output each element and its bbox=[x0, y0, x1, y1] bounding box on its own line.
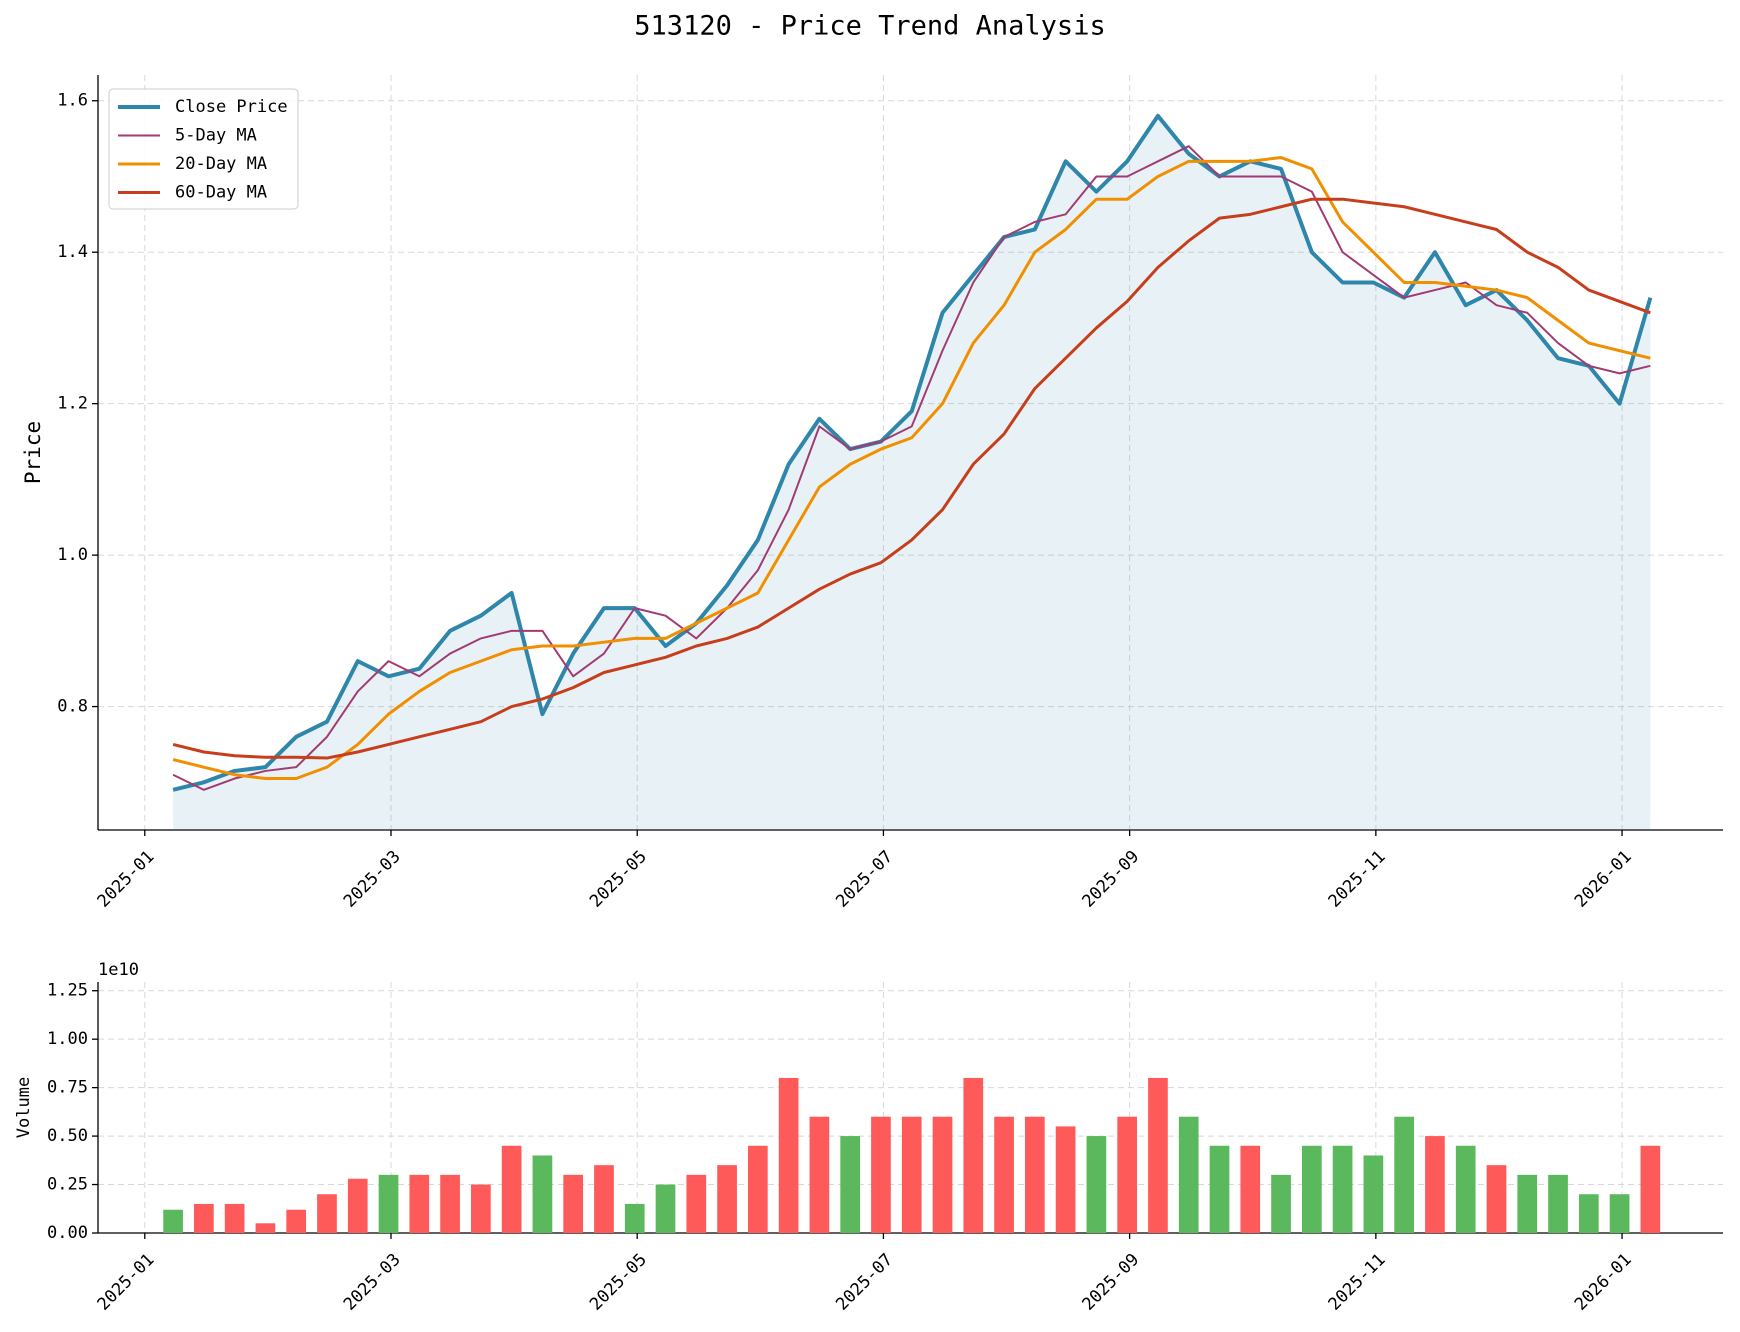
bar bbox=[1178, 1116, 1199, 1233]
y-tick-label: 1.4 bbox=[57, 242, 88, 262]
y-tick-label: 1.6 bbox=[57, 91, 88, 111]
bar bbox=[963, 1077, 984, 1233]
y-tick-label: 1.2 bbox=[57, 394, 88, 414]
bar bbox=[1301, 1145, 1322, 1233]
bar bbox=[194, 1203, 214, 1233]
bar bbox=[1117, 1116, 1138, 1233]
bar bbox=[1517, 1174, 1538, 1233]
bar bbox=[1271, 1174, 1291, 1233]
bar bbox=[624, 1203, 645, 1233]
y-tick-label: 0.50 bbox=[47, 1126, 88, 1146]
y-axis-label: Volume bbox=[14, 1077, 34, 1138]
x-tick-label: 2025-09 bbox=[1078, 847, 1143, 912]
bar bbox=[471, 1184, 491, 1233]
line bbox=[172, 145, 1651, 791]
chart-title: 513120 - Price Trend Analysis bbox=[634, 11, 1105, 42]
y-tick-label: 0.75 bbox=[47, 1078, 88, 1098]
y-tick-label: 0.00 bbox=[47, 1223, 88, 1243]
x-tick-label: 2026-01 bbox=[1571, 1250, 1636, 1315]
bar bbox=[440, 1174, 460, 1233]
legend: Close Price 5-Day MA 20-Day MA 60-Day MA bbox=[108, 88, 299, 210]
y-tick-label: 1.25 bbox=[47, 981, 88, 1001]
bar bbox=[1578, 1194, 1599, 1233]
bar bbox=[1548, 1174, 1568, 1233]
legend-label: Close Price bbox=[175, 97, 288, 117]
x-tick-label: 2025-09 bbox=[1078, 1250, 1143, 1315]
bar bbox=[563, 1174, 584, 1233]
x-tick-label: 2025-01 bbox=[94, 1250, 159, 1315]
y-tick-label: 0.8 bbox=[57, 697, 88, 717]
bar bbox=[932, 1116, 953, 1233]
bar bbox=[224, 1203, 245, 1233]
x-tick-label: 2025-07 bbox=[832, 847, 897, 912]
legend-label: 60-Day MA bbox=[175, 183, 267, 203]
bar bbox=[594, 1165, 614, 1233]
x-tick-label: 2025-03 bbox=[340, 1250, 405, 1315]
bar bbox=[1640, 1145, 1661, 1233]
offset-label: 1e10 bbox=[98, 960, 139, 980]
bar bbox=[1055, 1126, 1076, 1233]
bar bbox=[1609, 1194, 1630, 1233]
x-tick-label: 2025-11 bbox=[1325, 847, 1390, 912]
bar bbox=[409, 1174, 430, 1233]
bar bbox=[1148, 1077, 1168, 1233]
bar bbox=[317, 1194, 337, 1233]
bar bbox=[378, 1174, 399, 1233]
area bbox=[173, 115, 1651, 830]
bar bbox=[901, 1116, 922, 1233]
legend-box bbox=[108, 88, 299, 210]
bar bbox=[655, 1184, 676, 1233]
bar bbox=[1086, 1136, 1107, 1233]
bar bbox=[1394, 1116, 1415, 1233]
bar bbox=[871, 1116, 891, 1233]
legend-label: 20-Day MA bbox=[175, 154, 267, 174]
x-tick-label: 2025-05 bbox=[586, 847, 651, 912]
bar bbox=[1240, 1145, 1261, 1233]
x-tick-label: 2025-03 bbox=[340, 847, 405, 912]
bar bbox=[347, 1178, 368, 1233]
x-tick-label: 2025-05 bbox=[586, 1250, 651, 1315]
bar bbox=[501, 1145, 522, 1233]
x-tick-label: 2026-01 bbox=[1571, 847, 1636, 912]
x-tick-label: 2025-11 bbox=[1325, 1250, 1390, 1315]
bar bbox=[840, 1136, 861, 1233]
y-tick-label: 1.00 bbox=[47, 1029, 88, 1049]
x-tick-label: 2025-01 bbox=[94, 847, 159, 912]
bar bbox=[163, 1209, 183, 1233]
bar bbox=[1425, 1136, 1445, 1233]
legend-label: 5-Day MA bbox=[175, 126, 257, 146]
bar bbox=[255, 1223, 276, 1233]
y-axis-label: Price bbox=[21, 421, 45, 484]
line bbox=[172, 197, 1651, 760]
bar bbox=[748, 1145, 768, 1233]
bar bbox=[686, 1174, 707, 1233]
bar bbox=[1486, 1165, 1507, 1233]
bar bbox=[286, 1209, 307, 1233]
bar bbox=[532, 1155, 553, 1233]
bar bbox=[778, 1077, 799, 1233]
bar bbox=[1455, 1145, 1476, 1233]
x-tick-label: 2025-07 bbox=[832, 1250, 897, 1315]
bar bbox=[1363, 1155, 1384, 1233]
bar bbox=[809, 1116, 830, 1233]
y-tick-label: 1.0 bbox=[57, 545, 88, 565]
bar bbox=[994, 1116, 1014, 1233]
bar bbox=[717, 1165, 737, 1233]
bar bbox=[1209, 1145, 1230, 1233]
bar bbox=[1024, 1116, 1045, 1233]
bar bbox=[1332, 1145, 1353, 1233]
line bbox=[172, 156, 1651, 781]
y-tick-label: 0.25 bbox=[47, 1175, 88, 1195]
